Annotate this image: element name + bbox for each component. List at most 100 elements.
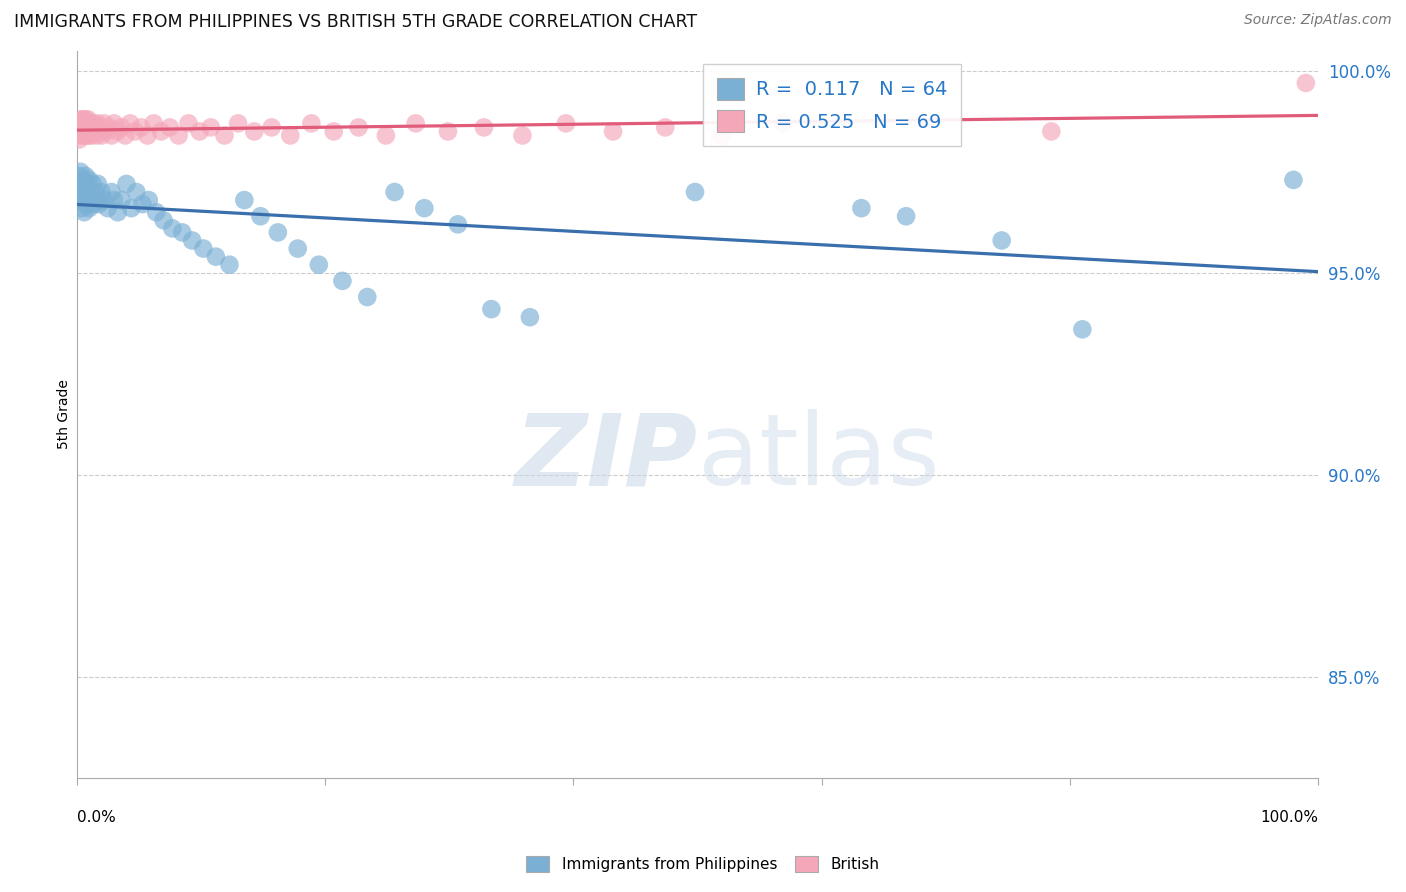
British — [90, 128, 112, 143]
Legend: R =  0.117   N = 64, R = 0.525   N = 69: R = 0.117 N = 64, R = 0.525 N = 69 — [703, 64, 960, 146]
British — [77, 124, 100, 138]
Immigrants from Philippines — [125, 185, 148, 199]
Immigrants from Philippines — [131, 197, 153, 211]
British — [96, 124, 118, 138]
British — [70, 116, 93, 130]
Immigrants from Philippines — [1282, 173, 1305, 187]
British — [322, 124, 344, 138]
British — [226, 116, 249, 130]
Immigrants from Philippines — [233, 193, 256, 207]
Immigrants from Philippines — [66, 181, 89, 195]
British — [472, 120, 495, 135]
Immigrants from Philippines — [287, 242, 309, 256]
Immigrants from Philippines — [308, 258, 330, 272]
British — [69, 112, 91, 127]
British — [150, 124, 173, 138]
Text: 0.0%: 0.0% — [77, 810, 115, 825]
Immigrants from Philippines — [193, 242, 215, 256]
British — [1295, 76, 1317, 90]
British — [67, 116, 90, 130]
British — [405, 116, 427, 130]
Immigrants from Philippines — [181, 234, 204, 248]
Immigrants from Philippines — [73, 181, 96, 195]
Immigrants from Philippines — [332, 274, 354, 288]
Immigrants from Philippines — [80, 193, 103, 207]
British — [243, 124, 266, 138]
Immigrants from Philippines — [67, 169, 90, 183]
Immigrants from Philippines — [152, 213, 174, 227]
British — [177, 116, 200, 130]
Immigrants from Philippines — [172, 226, 194, 240]
Immigrants from Philippines — [120, 201, 142, 215]
Immigrants from Philippines — [519, 310, 541, 325]
Immigrants from Philippines — [77, 173, 100, 187]
British — [72, 124, 94, 138]
Immigrants from Philippines — [103, 193, 125, 207]
Y-axis label: 5th Grade: 5th Grade — [58, 379, 72, 449]
British — [69, 124, 91, 138]
Immigrants from Philippines — [75, 189, 97, 203]
Immigrants from Philippines — [75, 169, 97, 183]
Immigrants from Philippines — [97, 201, 120, 215]
Immigrants from Philippines — [72, 173, 94, 187]
British — [66, 124, 89, 138]
British — [1040, 124, 1063, 138]
British — [83, 124, 105, 138]
Text: 100.0%: 100.0% — [1260, 810, 1319, 825]
British — [76, 116, 98, 130]
British — [159, 120, 181, 135]
British — [299, 116, 322, 130]
British — [73, 116, 96, 130]
Immigrants from Philippines — [204, 250, 226, 264]
Immigrants from Philippines — [138, 193, 160, 207]
British — [100, 128, 122, 143]
Immigrants from Philippines — [413, 201, 436, 215]
Immigrants from Philippines — [87, 197, 110, 211]
Immigrants from Philippines — [86, 193, 108, 207]
British — [200, 120, 222, 135]
Immigrants from Philippines — [77, 201, 100, 215]
British — [136, 128, 159, 143]
Immigrants from Philippines — [990, 234, 1012, 248]
British — [142, 116, 165, 130]
British — [114, 128, 136, 143]
Immigrants from Philippines — [384, 185, 406, 199]
British — [437, 124, 460, 138]
British — [129, 120, 152, 135]
Immigrants from Philippines — [67, 193, 90, 207]
British — [214, 128, 236, 143]
Text: IMMIGRANTS FROM PHILIPPINES VS BRITISH 5TH GRADE CORRELATION CHART: IMMIGRANTS FROM PHILIPPINES VS BRITISH 5… — [14, 13, 697, 31]
British — [347, 120, 370, 135]
British — [80, 128, 103, 143]
Immigrants from Philippines — [84, 185, 107, 199]
British — [110, 120, 132, 135]
Immigrants from Philippines — [145, 205, 167, 219]
British — [512, 128, 534, 143]
British — [77, 112, 100, 127]
Immigrants from Philippines — [79, 185, 101, 199]
British — [75, 124, 97, 138]
Immigrants from Philippines — [76, 197, 98, 211]
Immigrants from Philippines — [218, 258, 240, 272]
Immigrants from Philippines — [110, 193, 132, 207]
British — [87, 124, 110, 138]
Immigrants from Philippines — [683, 185, 706, 199]
British — [93, 116, 115, 130]
Immigrants from Philippines — [69, 189, 91, 203]
British — [75, 112, 97, 127]
British — [70, 128, 93, 143]
British — [77, 128, 100, 143]
Immigrants from Philippines — [162, 221, 184, 235]
British — [86, 128, 108, 143]
British — [374, 128, 396, 143]
British — [72, 112, 94, 127]
British — [710, 128, 733, 143]
British — [602, 124, 624, 138]
Legend: Immigrants from Philippines, British: Immigrants from Philippines, British — [519, 848, 887, 880]
British — [82, 116, 104, 130]
Immigrants from Philippines — [73, 205, 96, 219]
British — [107, 124, 129, 138]
Immigrants from Philippines — [87, 177, 110, 191]
Immigrants from Philippines — [481, 302, 503, 317]
British — [103, 116, 125, 130]
